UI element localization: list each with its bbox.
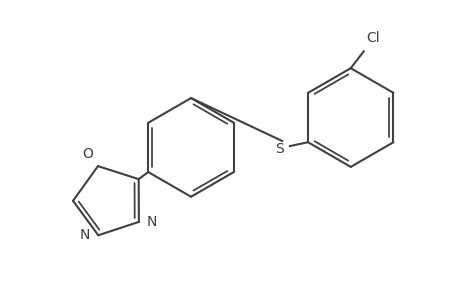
Text: S: S [274, 142, 283, 156]
Text: O: O [82, 147, 93, 161]
Text: Cl: Cl [365, 31, 379, 45]
Text: N: N [146, 215, 157, 229]
Text: N: N [80, 228, 90, 242]
